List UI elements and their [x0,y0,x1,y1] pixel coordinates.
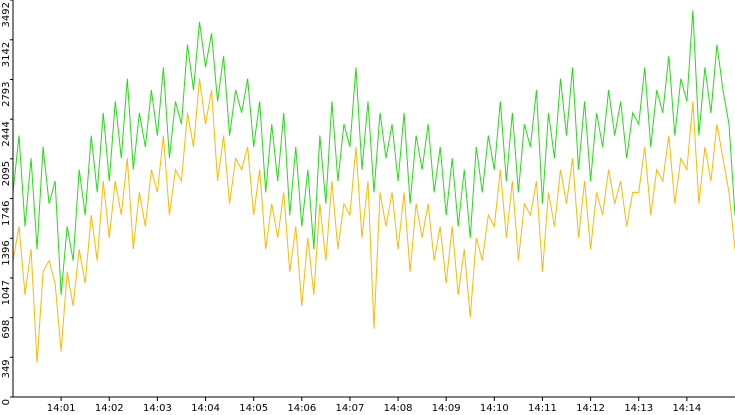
y-tick-label: 2793 [1,81,12,106]
y-tick-label: 698 [1,320,12,339]
y-tick-label: 1047 [1,280,12,305]
x-tick-label: 14:02 [95,403,124,414]
series-line [12,78,735,363]
y-tick-label: 2444 [1,121,12,146]
x-tick-label: 14:10 [480,403,509,414]
series-line [12,10,735,295]
x-tick-label: 14:05 [239,403,268,414]
y-tick-label: 2095 [1,161,12,186]
y-tick-label: 0 [1,399,12,405]
x-tick-label: 14:11 [528,403,557,414]
x-tick-label: 14:04 [191,403,220,414]
x-tick-label: 14:12 [576,403,605,414]
x-tick-label: 14:09 [432,403,461,414]
x-tick-label: 14:13 [624,403,653,414]
y-tick-label: 1746 [1,201,12,226]
y-tick-label: 3142 [1,42,12,67]
x-tick-label: 14:06 [287,403,316,414]
x-tick-label: 14:07 [336,403,365,414]
x-tick-label: 14:08 [384,403,413,414]
y-tick-label: 3492 [1,2,12,27]
x-tick-label: 14:03 [143,403,172,414]
y-tick-label: 1396 [1,240,12,265]
y-tick-label: 349 [1,359,12,378]
x-tick-label: 14:14 [672,403,701,414]
x-tick-label: 14:01 [47,403,76,414]
